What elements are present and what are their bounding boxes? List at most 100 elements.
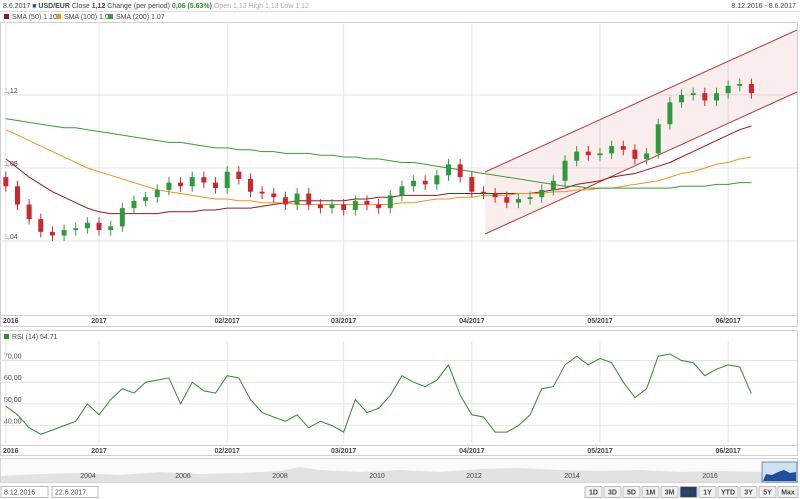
candle-body xyxy=(562,160,568,181)
x-tick-label: 2016 xyxy=(3,448,19,455)
candle-body xyxy=(38,219,44,232)
change-value: 0,06 (5.63%) xyxy=(172,3,212,10)
range-button[interactable] xyxy=(584,486,603,498)
high-value: High 1,13 xyxy=(249,3,279,10)
candle-body xyxy=(376,204,382,209)
x-tick-label: 06/2017 xyxy=(715,318,740,325)
candle-body xyxy=(597,153,603,156)
legend-label: SMA (100) 1.09 xyxy=(64,14,113,21)
candle-body xyxy=(61,230,67,236)
range-button-label[interactable]: 3D xyxy=(608,489,617,496)
range-button[interactable] xyxy=(777,486,799,498)
range-button-label[interactable]: 1M xyxy=(646,489,656,496)
candle-body xyxy=(282,197,288,205)
candle-body xyxy=(748,84,754,94)
legend-label: SMA (200) 1.07 xyxy=(116,14,165,21)
date-input-text[interactable]: 8.12.2016 xyxy=(4,489,35,496)
candle-body xyxy=(539,189,545,198)
candle-body xyxy=(667,102,673,125)
candle-body xyxy=(434,175,440,185)
x-tick-label: 06/2017 xyxy=(715,448,740,455)
candle-body xyxy=(3,177,9,187)
candle-body xyxy=(201,177,207,183)
trend-channel xyxy=(484,29,798,235)
x-tick-label: 04/2017 xyxy=(459,318,484,325)
sma-line xyxy=(5,125,752,215)
legend-label: SMA (50) 1.10 xyxy=(12,14,57,21)
x-tick-label: 02/2017 xyxy=(215,448,240,455)
close-value: 1,12 xyxy=(92,3,106,10)
candle-body xyxy=(702,93,708,101)
range-button[interactable] xyxy=(679,486,698,498)
range-button[interactable] xyxy=(739,486,758,498)
range-button[interactable] xyxy=(660,486,679,498)
range-button-label[interactable]: 1D xyxy=(589,489,598,496)
price-pane xyxy=(0,22,798,327)
candle-body xyxy=(480,191,486,194)
date-input-text[interactable]: 22.6.2017 xyxy=(55,489,86,496)
range-button-label[interactable]: 3M xyxy=(665,489,675,496)
candle-body xyxy=(679,95,685,103)
header-symbol: USD/EUR xyxy=(38,3,70,10)
candle-body xyxy=(690,93,696,95)
candle-body xyxy=(259,191,265,194)
range-button[interactable] xyxy=(641,486,660,498)
range-button-label[interactable]: 5Y xyxy=(763,489,772,496)
candle-body xyxy=(713,93,719,101)
range-button[interactable] xyxy=(717,486,739,498)
y-tick-label: 1,08 xyxy=(4,161,18,168)
range-button-label[interactable]: 5D xyxy=(627,489,636,496)
legend-swatch xyxy=(4,14,9,19)
legend-swatch xyxy=(108,14,113,19)
y-tick-label: 50,00 xyxy=(4,397,22,404)
header-line: 8.6.2017 ■ USD/EUR Close 1,12 Change (pe… xyxy=(3,3,309,10)
candle-body xyxy=(213,182,219,189)
candle-body xyxy=(620,146,626,150)
range-button-label[interactable]: 1Y xyxy=(703,489,712,496)
range-button-label[interactable]: YTD xyxy=(721,489,735,496)
navigator-year: 2006 xyxy=(175,473,191,480)
range-button-label[interactable]: Max xyxy=(781,489,795,496)
candle-body xyxy=(189,177,195,187)
candle-body xyxy=(294,193,300,205)
range-button[interactable] xyxy=(603,486,622,498)
date-input[interactable] xyxy=(51,486,99,498)
sma-line xyxy=(5,118,752,189)
range-button[interactable] xyxy=(758,486,777,498)
legend-swatch xyxy=(56,14,61,19)
candle-body xyxy=(119,208,125,227)
candle-body xyxy=(224,171,230,189)
candle-body xyxy=(632,149,638,159)
candle-body xyxy=(504,197,510,203)
channel-lower xyxy=(484,91,798,235)
range-button-label[interactable]: 6M xyxy=(684,489,694,496)
navigator-year: 2016 xyxy=(702,473,718,480)
candle-body xyxy=(166,182,172,190)
candle-body xyxy=(143,197,149,201)
x-tick-label: 2016 xyxy=(3,318,19,325)
navigator-year: 2012 xyxy=(466,473,482,480)
range-button[interactable] xyxy=(622,486,641,498)
x-tick-label: 02/2017 xyxy=(215,318,240,325)
candle-body xyxy=(609,146,615,154)
candle-body xyxy=(26,204,32,220)
rsi-swatch xyxy=(4,334,9,339)
candle-body xyxy=(271,193,277,198)
candle-body xyxy=(236,171,242,179)
candle-body xyxy=(574,151,580,161)
candle-body xyxy=(329,204,335,209)
symbol-marker: ■ xyxy=(32,3,36,10)
date-input[interactable] xyxy=(0,486,49,498)
candle-body xyxy=(84,222,90,229)
candle-body xyxy=(515,199,521,203)
candle-body xyxy=(341,204,347,210)
change-label: Change (per period) xyxy=(107,3,170,10)
candle-body xyxy=(14,186,20,205)
channel-fill xyxy=(485,30,797,234)
range-button[interactable] xyxy=(698,486,717,498)
y-tick-label: 40,00 xyxy=(4,418,22,425)
candle-body xyxy=(725,85,731,94)
candle-body xyxy=(492,193,498,198)
range-button-label[interactable]: 3Y xyxy=(744,489,753,496)
navigator-year: 2004 xyxy=(80,473,96,480)
